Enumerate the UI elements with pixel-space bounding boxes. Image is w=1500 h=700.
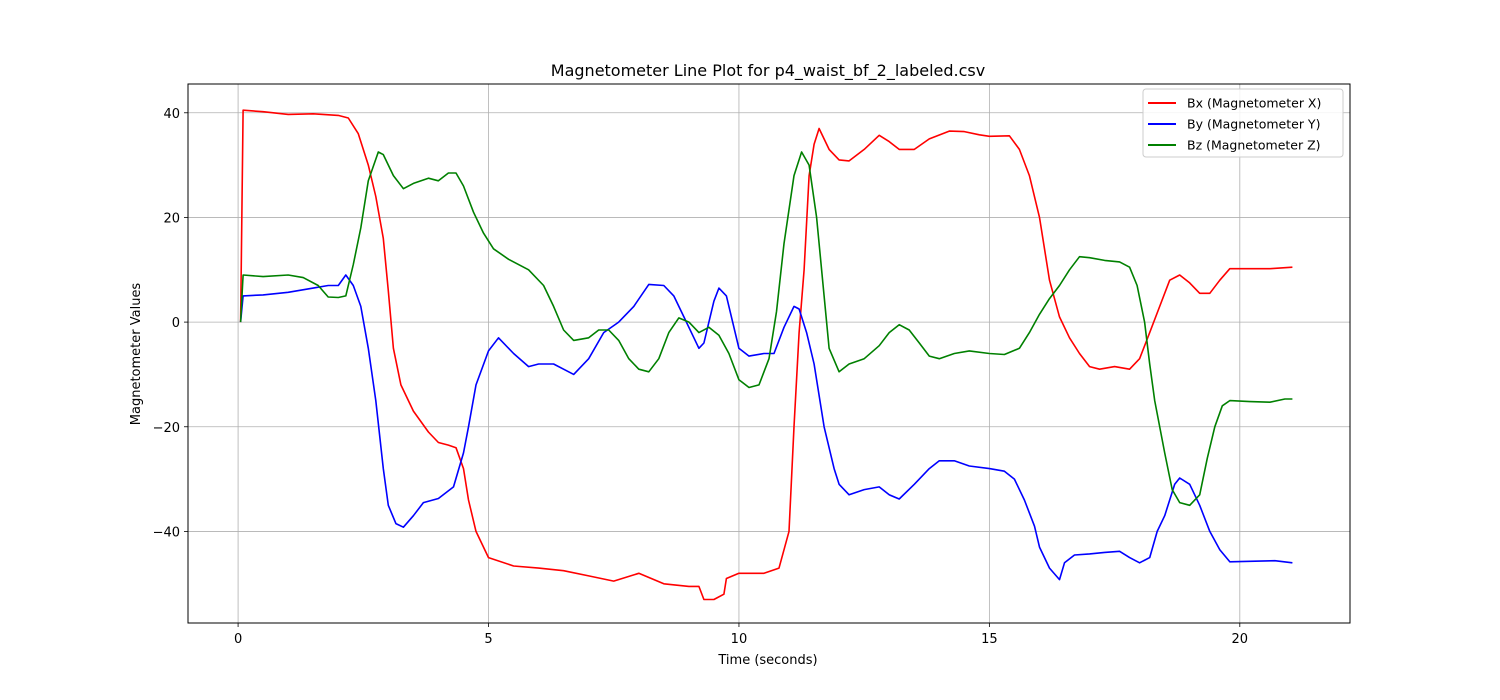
- series-line-1: [239, 109, 1293, 601]
- x-tick-label: 0: [234, 632, 242, 647]
- legend-label: Bx (Magnetometer X): [1187, 96, 1321, 111]
- series-line-3: [239, 151, 1293, 507]
- legend-box: [1142, 88, 1344, 158]
- series-line-2: [239, 274, 1293, 581]
- y-tick-label: 0: [172, 316, 180, 331]
- x-tick-label: 5: [484, 632, 492, 647]
- y-tick-label: 40: [163, 107, 180, 122]
- legend-label: Bz (Magnetometer Z): [1187, 138, 1321, 153]
- x-tick-label: 15: [981, 632, 998, 647]
- x-axis-label: Time (seconds): [717, 653, 817, 668]
- y-axis-label: Magnetometer Values: [129, 283, 144, 426]
- plot-frame: [187, 83, 1351, 624]
- x-tick-label: 10: [731, 632, 748, 647]
- y-tick-label: −40: [153, 525, 180, 540]
- x-tick-label: 20: [1232, 632, 1249, 647]
- series-lines: [239, 109, 1293, 601]
- chart-title: Magnetometer Line Plot for p4_waist_bf_2…: [551, 61, 985, 81]
- legend: Bx (Magnetometer X) By (Magnetometer Y) Bz…: [1142, 88, 1344, 158]
- legend-label: By (Magnetometer Y): [1187, 117, 1320, 132]
- y-tick-label: 20: [163, 211, 180, 226]
- y-tick-label: −20: [153, 421, 180, 436]
- axis-ticks: 0 5 10 15 20 −40 −20 0 20 40: [153, 107, 1249, 647]
